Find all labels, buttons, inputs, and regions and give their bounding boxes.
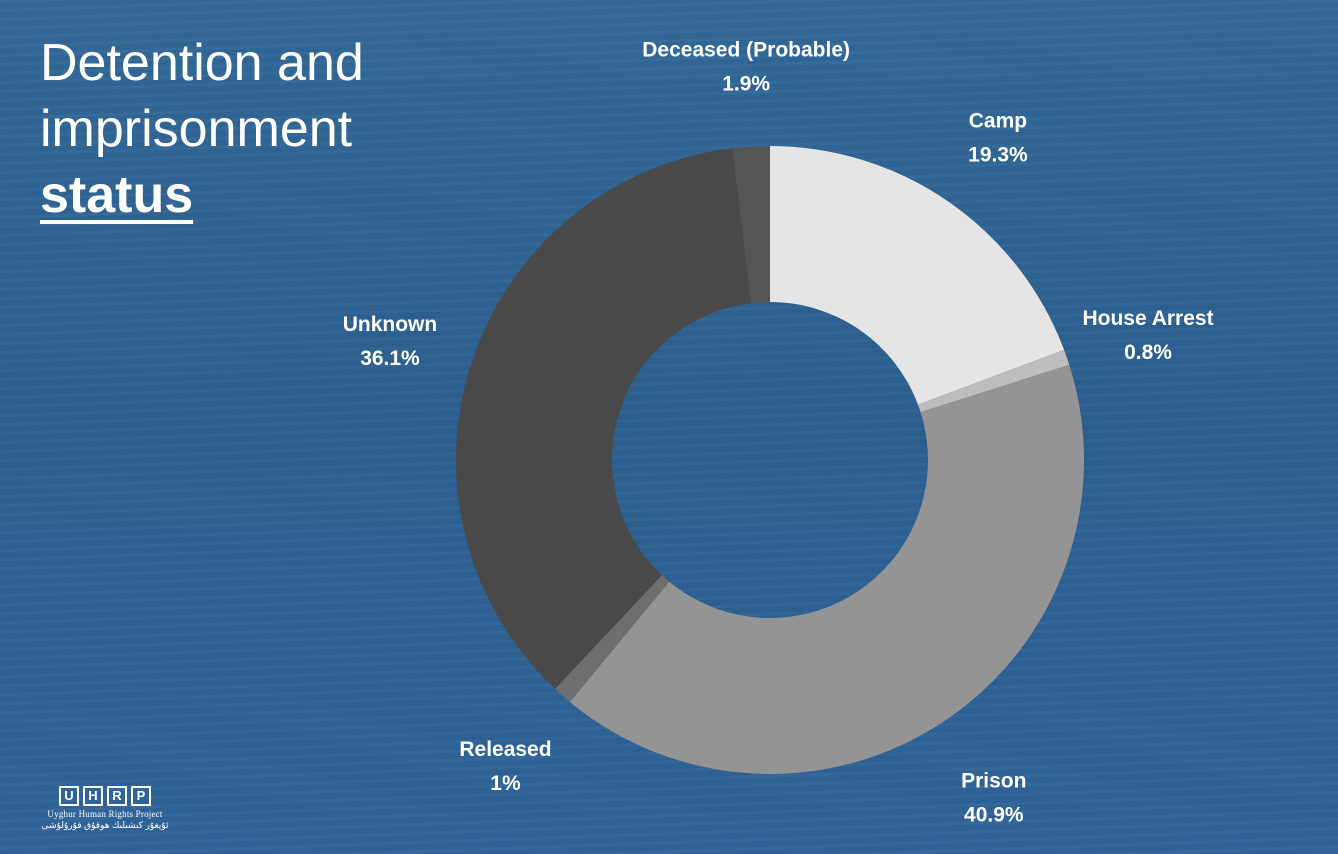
logo-letter-h: H <box>83 786 103 806</box>
title-line-1: Detention and <box>40 34 364 92</box>
slice-camp <box>770 146 1065 405</box>
slice-value: 19.3% <box>968 143 1028 166</box>
logo-letter-p: P <box>131 786 151 806</box>
slice-name: Camp <box>969 109 1027 132</box>
slice-house-arrest <box>917 349 1070 413</box>
slice-name: Prison <box>961 770 1026 793</box>
slice-name: Deceased (Probable) <box>642 39 850 62</box>
slice-unknown <box>455 148 752 689</box>
slice-name: Released <box>459 738 551 761</box>
logo-native-name: ئۇيغۇر كىشىلىك ھوقۇق قۇرۇلۇشى <box>41 820 169 830</box>
chart-title: Detention and imprisonment status <box>40 30 364 228</box>
slice-prison <box>569 364 1084 774</box>
logo-name: Uyghur Human Rights Project <box>47 809 163 819</box>
logo-letters: U H R P <box>30 786 180 806</box>
slice-name: House Arrest <box>1082 307 1213 330</box>
slice-value: 36.1% <box>360 347 420 370</box>
slice-value: 1.9% <box>722 73 770 96</box>
label-camp: Camp 19.3% <box>968 109 1028 166</box>
slice-value: 1% <box>490 772 521 795</box>
slice-value: 40.9% <box>964 804 1024 827</box>
label-unknown: Unknown 36.1% <box>343 313 438 370</box>
title-line-2: imprisonment <box>40 100 353 158</box>
title-line-3: status <box>40 166 194 224</box>
slice-deceased-probable <box>732 146 770 304</box>
slice-name: Unknown <box>343 313 438 336</box>
label-released: Released 1% <box>459 738 551 795</box>
slice-released <box>555 575 670 702</box>
logo-letter-r: R <box>107 786 127 806</box>
slice-value: 0.8% <box>1124 341 1172 364</box>
label-deceased-probable: Deceased (Probable) 1.9% <box>642 39 850 96</box>
uhrp-logo: U H R P Uyghur Human Rights Project ئۇيغ… <box>30 786 180 831</box>
label-prison: Prison 40.9% <box>961 770 1026 827</box>
label-house-arrest: House Arrest 0.8% <box>1082 307 1213 364</box>
logo-letter-u: U <box>59 786 79 806</box>
